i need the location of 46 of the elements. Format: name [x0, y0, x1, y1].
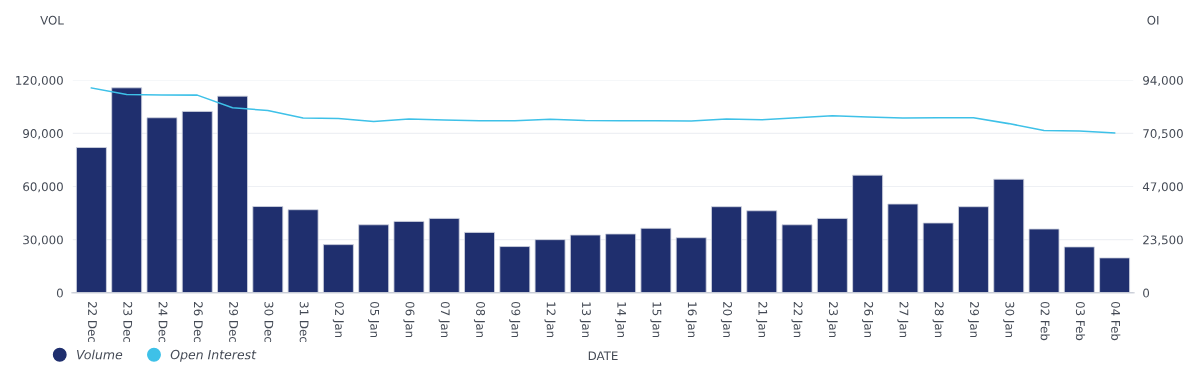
y2-axis-title: OI: [1147, 15, 1159, 25]
y-tick-label: 120,000: [16, 75, 63, 87]
x-tick-label: 04 Feb: [1111, 301, 1121, 341]
x-tick-label: 09 Jan: [509, 301, 521, 338]
y2-tick-label: 70,500: [1143, 129, 1183, 140]
line-series: [90, 87, 1116, 134]
x-tick-label: 24 Dec: [158, 302, 168, 343]
x-tick-label: 26 Jan: [862, 302, 874, 338]
y2-tick-label: 23,500: [1143, 235, 1183, 246]
x-tick-label: 23 Dec: [123, 302, 133, 343]
x-tick-label: 23 Jan: [826, 302, 838, 338]
x-tick-label: 02 Jan: [332, 301, 344, 338]
y-axis-title: VOL: [40, 15, 64, 25]
x-tick-label: 29 Dec: [229, 302, 239, 343]
y2-tick-label: 94,000: [1143, 75, 1183, 87]
x-tick-label: 30 Jan: [1003, 302, 1015, 338]
x-tick-label: 05 Jan: [368, 301, 380, 338]
y2-tick-label: 0: [1143, 288, 1150, 298]
y-tick-label: 60,000: [23, 182, 63, 193]
x-tick-label: 29 Jan: [967, 302, 979, 338]
x-tick-label: 15 Jan: [650, 302, 662, 338]
x-tick-label: 30 Dec: [264, 302, 274, 343]
x-axis-title: DATE: [588, 351, 618, 361]
legend-label: Open Interest: [170, 349, 257, 362]
x-tick-label: 27 Jan: [897, 302, 909, 338]
x-tick-label: 14 Jan: [615, 302, 626, 338]
legend-label: Volume: [76, 349, 123, 360]
x-tick-label: 03 Feb: [1075, 301, 1086, 341]
y-tick-label: 30,000: [23, 235, 63, 246]
x-tick-label: 22 Jan: [791, 302, 803, 338]
x-tick-label: 21 Jan: [756, 302, 768, 338]
x-tick-label: 31 Dec: [299, 302, 309, 343]
x-tick-label: 06 Jan: [403, 301, 415, 338]
x-tick-label: 16 Jan: [685, 302, 697, 338]
x-tick-label: 26 Dec: [193, 302, 203, 343]
x-tick-label: 02 Feb: [1040, 301, 1050, 341]
x-tick-label: 08 Jan: [473, 301, 486, 338]
x-tick-label: 22 Dec: [87, 302, 97, 343]
y2-tick-label: 47,000: [1142, 182, 1183, 193]
x-tick-label: 28 Jan: [932, 302, 944, 338]
x-tick-label: 20 Jan: [720, 302, 732, 338]
x-tick-label: 12 Jan: [544, 302, 556, 338]
x-tick-label: 07 Jan: [438, 301, 450, 338]
y-tick-label: 0: [56, 288, 63, 298]
x-tick-label: 13 Jan: [579, 302, 591, 338]
y-tick-label: 90,000: [23, 129, 63, 140]
